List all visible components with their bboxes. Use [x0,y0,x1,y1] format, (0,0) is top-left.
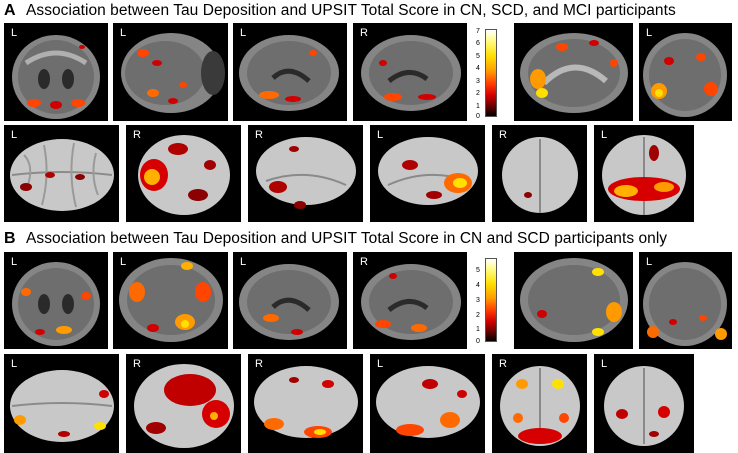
cortical-render-inferior: L [594,354,694,453]
orientation-label: L [11,358,18,370]
mri-slice-axial: L [113,252,228,349]
mri-slice-sagittal-right: R [353,252,467,349]
panel-b: B Association between Tau Deposition and… [0,228,738,453]
cortical-render-top: L [4,125,119,222]
panel-a: A Association between Tau Deposition and… [0,0,738,226]
colorbar-tick: 3 [476,297,480,304]
mri-slice-axial-superior [514,252,633,349]
cortical-render-lateral-left: L [370,125,485,222]
orientation-label: L [601,129,608,141]
cortical-render-posterior: R [492,125,587,222]
colorbar-tick: 2 [476,90,480,97]
orientation-label: L [377,358,384,370]
orientation-label: L [120,256,127,268]
orientation-label: L [646,256,653,268]
heat-colorbar: 7 6 5 4 3 2 1 0 [476,28,499,120]
cortical-render-posterior: R [492,354,587,453]
cortical-render-front: R [126,125,241,222]
orientation-label: L [646,27,653,39]
colorbar-tick: 6 [476,40,480,47]
orientation-label: R [360,256,368,268]
colorbar-tick: 4 [476,65,480,72]
mri-slice-sagittal-midline [514,23,633,121]
colorbar-tick: 3 [476,78,480,85]
panel-title: Association between Tau Deposition and U… [26,230,668,247]
orientation-label: L [377,129,384,141]
orientation-label: R [133,358,141,370]
orientation-label: L [11,27,18,39]
colorbar-tick: 2 [476,312,480,319]
colorbar-tick: 0 [476,338,480,345]
orientation-label: R [255,129,263,141]
panel-heading: B Association between Tau Deposition and… [4,230,667,248]
cortical-render-front: R [126,354,241,453]
orientation-label: R [499,358,507,370]
cortical-render-lateral-right: R [248,125,363,222]
orientation-label: L [601,358,608,370]
mri-slice-coronal: L [4,23,108,121]
panel-letter: B [4,230,16,247]
orientation-label: R [255,358,263,370]
colorbar-tick: 1 [476,103,480,110]
orientation-label: L [240,27,247,39]
panel-title: Association between Tau Deposition and U… [26,2,676,19]
mri-slice-sagittal-right: R [353,23,467,121]
colorbar-tick: 0 [476,113,480,120]
mri-slice-sagittal-left: L [233,23,347,121]
cortical-render-inferior: L [594,125,694,222]
colorbar-tick: 5 [476,267,480,274]
colorbar-tick: 4 [476,282,480,289]
mri-slice-coronal: L [4,252,108,349]
cortical-render-lateral-left: L [370,354,485,453]
orientation-label: L [120,27,127,39]
heat-colorbar: 5 4 3 2 1 0 [476,258,499,345]
colorbar-gradient [485,258,497,342]
orientation-label: L [11,129,18,141]
orientation-label: L [11,256,18,268]
cortical-render-lateral-right: R [248,354,363,453]
panel-heading: A Association between Tau Deposition and… [4,2,676,20]
mri-slice-coronal-posterior: L [639,252,732,349]
panel-letter: A [4,2,16,19]
colorbar-gradient [485,29,497,117]
mri-slice-axial: L [113,23,228,121]
colorbar-tick: 5 [476,53,480,60]
colorbar-tick: 1 [476,326,480,333]
mri-slice-sagittal-left: L [233,252,347,349]
orientation-label: R [133,129,141,141]
orientation-label: R [499,129,507,141]
colorbar-tick: 7 [476,28,480,35]
orientation-label: L [240,256,247,268]
mri-slice-coronal-posterior: L [639,23,732,121]
orientation-label: R [360,27,368,39]
cortical-render-top: L [4,354,119,453]
